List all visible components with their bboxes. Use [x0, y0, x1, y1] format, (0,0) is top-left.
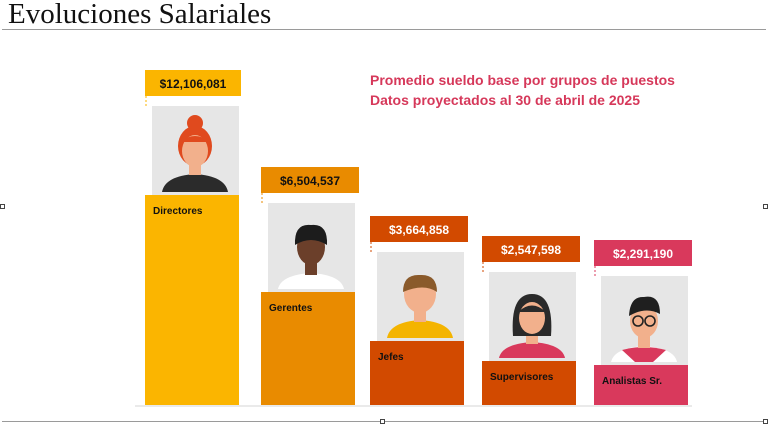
- value-label-box: [145, 70, 241, 96]
- bar-group-1: $12,106,081 Directores: [145, 70, 241, 405]
- value-label-box: [261, 167, 359, 193]
- bar-group-2: $6,504,537 Gerentes: [261, 167, 359, 405]
- category-label: Directores: [153, 206, 203, 217]
- bar: [145, 195, 239, 405]
- value-label: $2,291,190: [613, 247, 673, 261]
- woman-bob-avatar-icon: [489, 272, 576, 361]
- man-avatar-icon: [377, 252, 464, 341]
- category-label: Supervisores: [490, 372, 554, 383]
- subtitle-line-2: Datos proyectados al 30 de abril de 2025: [370, 92, 641, 108]
- category-label: Analistas Sr.: [602, 376, 662, 387]
- chart-subtitle: Promedio sueldo base por grupos de puest…: [370, 70, 675, 110]
- value-label-box: [482, 236, 580, 262]
- value-label-box: [594, 240, 692, 266]
- value-label-box: [370, 216, 468, 242]
- bar: [482, 361, 576, 405]
- resize-handle-left[interactable]: [0, 204, 5, 209]
- value-label: $12,106,081: [160, 77, 227, 91]
- bar-group-3: $3,664,858 Jefes: [370, 216, 468, 405]
- bar-group-5: $2,291,190 Analistas Sr.: [594, 240, 692, 405]
- bar: [370, 341, 464, 405]
- bar-group-4: $2,547,598 Supervisores: [482, 236, 580, 405]
- resize-handle-right[interactable]: [763, 204, 768, 209]
- selection-frame-top: [2, 29, 766, 30]
- subtitle-line-1: Promedio sueldo base por grupos de puest…: [370, 72, 675, 88]
- value-label: $2,547,598: [501, 243, 561, 257]
- category-label: Gerentes: [269, 303, 313, 314]
- slide-title: Evoluciones Salariales: [8, 0, 272, 30]
- value-label: $3,664,858: [389, 223, 449, 237]
- woman-bun-avatar-icon: [152, 106, 239, 195]
- category-label: Jefes: [378, 352, 404, 363]
- bar: [261, 292, 355, 405]
- man-dark-hair-avatar-icon: [268, 203, 355, 292]
- bar: [594, 365, 688, 405]
- resize-handle-bottom-right[interactable]: [763, 419, 768, 424]
- resize-handle-bottom[interactable]: [380, 419, 385, 424]
- man-glasses-avatar-icon: [601, 276, 688, 365]
- value-label: $6,504,537: [280, 174, 340, 188]
